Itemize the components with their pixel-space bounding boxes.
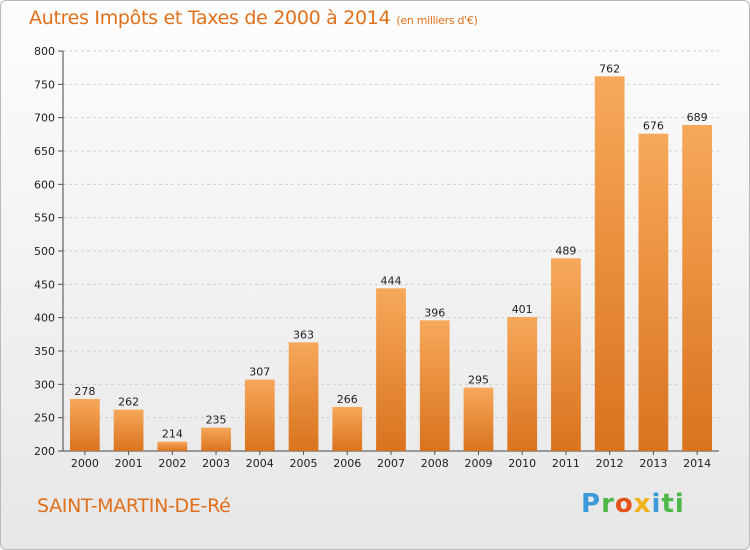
bar xyxy=(638,133,669,451)
data-label: 262 xyxy=(118,396,139,409)
x-tick-label: 2011 xyxy=(552,457,580,470)
x-tick-label: 2010 xyxy=(508,457,536,470)
x-tick-label: 2005 xyxy=(290,457,318,470)
logo-letter: r xyxy=(601,489,615,519)
place-name: SAINT-MARTIN-DE-Ré xyxy=(37,495,231,517)
x-tick-label: 2007 xyxy=(377,457,405,470)
bar xyxy=(376,288,406,451)
data-label: 444 xyxy=(381,274,402,287)
x-tick-label: 2009 xyxy=(464,457,492,470)
x-tick-label: 2002 xyxy=(158,457,186,470)
y-tick-label: 300 xyxy=(34,378,55,391)
bar xyxy=(244,379,275,451)
bar xyxy=(332,407,363,451)
x-tick-label: 2006 xyxy=(333,457,361,470)
proxiti-logo: Proxiti xyxy=(581,489,685,519)
y-tick-label: 350 xyxy=(34,345,55,358)
bar xyxy=(594,76,625,451)
x-tick-label: 2012 xyxy=(596,457,624,470)
logo-letter: ti xyxy=(661,489,685,519)
data-label: 363 xyxy=(293,328,314,341)
bar xyxy=(157,441,188,451)
y-tick-label: 650 xyxy=(34,145,55,158)
y-tick-label: 700 xyxy=(34,112,55,125)
y-tick-label: 200 xyxy=(34,445,55,458)
y-tick-label: 800 xyxy=(34,45,55,58)
logo-letter: o xyxy=(614,489,634,519)
chart-subtitle: (en milliers d'€) xyxy=(396,14,478,27)
data-label: 295 xyxy=(468,374,489,387)
x-tick-label: 2004 xyxy=(246,457,274,470)
data-label: 266 xyxy=(337,393,358,406)
y-tick-label: 750 xyxy=(34,78,55,91)
data-label: 307 xyxy=(249,366,270,379)
data-label: 278 xyxy=(74,385,95,398)
y-tick-label: 600 xyxy=(34,178,55,191)
x-tick-label: 2003 xyxy=(202,457,230,470)
y-tick-label: 450 xyxy=(34,278,55,291)
bar xyxy=(69,399,100,451)
bar xyxy=(419,320,450,451)
data-label: 401 xyxy=(512,303,533,316)
data-label: 762 xyxy=(599,62,620,75)
x-tick-label: 2001 xyxy=(115,457,143,470)
data-label: 235 xyxy=(206,414,227,427)
data-label: 689 xyxy=(687,111,708,124)
y-tick-label: 550 xyxy=(34,212,55,225)
bar xyxy=(463,387,494,451)
bar xyxy=(507,317,538,451)
bar xyxy=(201,427,231,451)
logo-letter: P xyxy=(581,489,602,519)
data-label: 489 xyxy=(555,244,576,257)
x-tick-label: 2013 xyxy=(639,457,667,470)
data-label: 214 xyxy=(162,428,183,441)
chart-title-text: Autres Impôts et Taxes de 2000 à 2014 xyxy=(29,7,391,29)
labels: 200 250 300 350 400 450 500 550 600 650 700 750 800 2… xyxy=(34,45,711,470)
data-label: 396 xyxy=(424,306,445,319)
x-tick-label: 2014 xyxy=(683,457,711,470)
chart-title: Autres Impôts et Taxes de 2000 à 2014 (en… xyxy=(29,7,478,29)
y-tick-label: 500 xyxy=(34,245,55,258)
x-tick-label: 2000 xyxy=(71,457,99,470)
bar xyxy=(113,409,144,451)
bar xyxy=(288,342,319,451)
y-tick-label: 250 xyxy=(34,412,55,425)
data-label: 676 xyxy=(643,120,664,133)
bar xyxy=(551,258,581,451)
bars xyxy=(69,76,713,451)
y-tick-label: 400 xyxy=(34,312,55,325)
logo-letter: x xyxy=(633,489,652,519)
logo-letter: i xyxy=(651,489,662,519)
bar xyxy=(682,125,713,451)
x-tick-label: 2008 xyxy=(421,457,449,470)
